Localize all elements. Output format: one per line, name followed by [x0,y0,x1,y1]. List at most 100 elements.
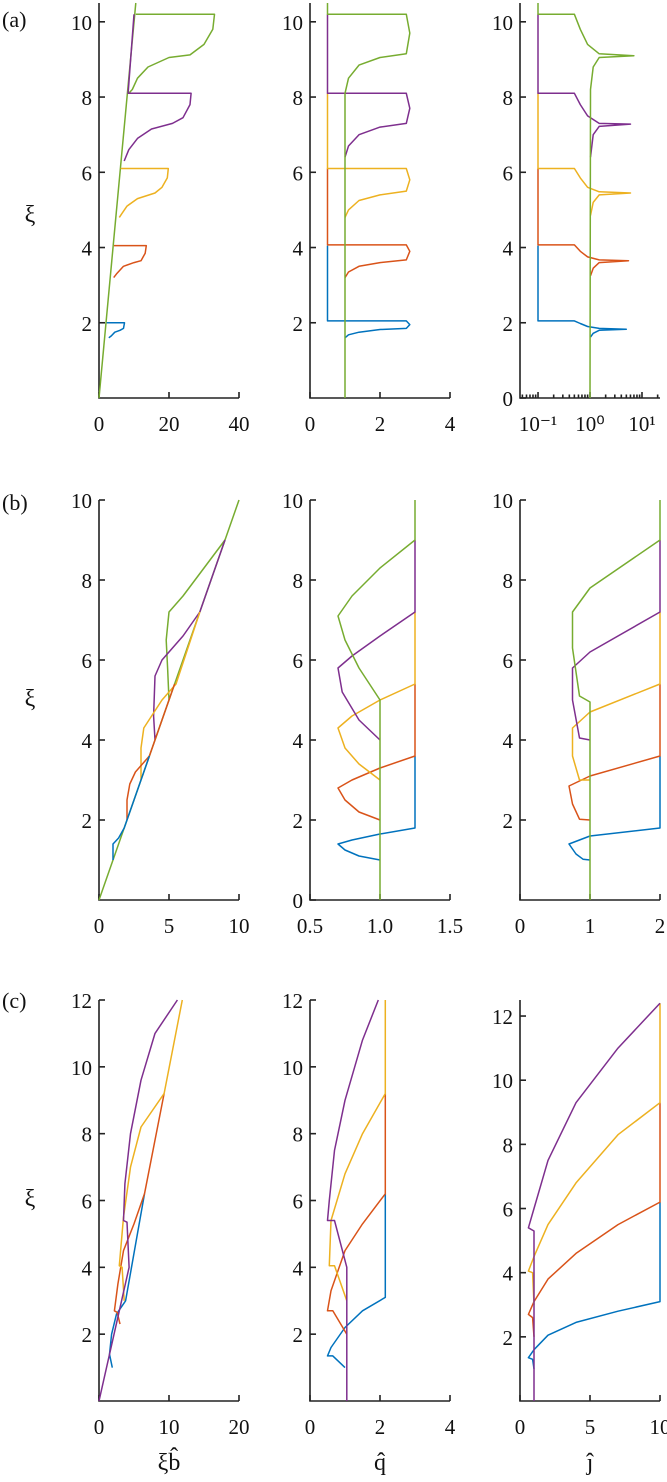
x-axis-label-j: ĵ [586,1450,595,1476]
x-tick-label: 10 [650,1415,667,1439]
y-tick-label: 6 [503,649,514,673]
y-tick-label: 2 [82,312,93,336]
y-tick-label: 10 [71,1056,92,1080]
y-axis-label-b: ξ [25,686,36,712]
y-tick-label: 10 [71,11,92,35]
y-tick-label: 2 [82,809,93,833]
series-line-orange [568,684,661,821]
series-line-purple [123,14,192,162]
y-tick-label: 4 [82,1256,93,1280]
y-tick-label: 6 [293,649,304,673]
axis-lines [98,3,239,399]
y-tick-label: 6 [503,161,514,185]
series-line-green [337,500,416,900]
panel-b-2: 0.5 1.0 1.5 0 2 4 6 8 10 [282,489,463,938]
series-line-purple [527,1002,661,1401]
y-tick-label: 2 [503,809,514,833]
y-tick-label: 10 [71,489,92,513]
x-axis-label-q: q̂ [374,1450,386,1476]
x-tick-label: 4 [445,1415,456,1439]
axis-lines [519,1000,660,1402]
x-axis-label-xi-b: ξb̂ [158,1447,181,1476]
panel-c-1: 0 10 20 2 4 6 8 10 12 [71,989,250,1439]
panel-a-1: 0 20 40 2 4 6 8 10 [71,2,250,436]
axis-lines [98,1000,239,1402]
x-tick-label: 0 [305,1415,316,1439]
x-tick-label: 10⁰ [575,412,604,436]
x-tick-label: 0 [94,1415,105,1439]
panel-label-c: (c) [2,988,26,1013]
series-line-blue [112,755,151,860]
series-line-blue [106,322,126,339]
y-tick-label: 8 [293,569,304,593]
y-tick-label: 6 [82,1190,93,1214]
y-tick-label: 12 [282,989,303,1013]
y-tick-label: 12 [71,989,92,1013]
series-line-green [128,13,216,94]
series-line-green [165,539,226,701]
series-line-blue [337,756,416,861]
y-tick-label: 0 [293,889,304,913]
series-line-blue [326,1193,387,1369]
series-line-yellow [140,611,201,780]
y-tick-label: 6 [82,161,93,185]
x-tick-label: 10 [229,914,250,938]
x-tick-label: 0 [305,412,316,436]
x-tick-label: 0 [94,412,105,436]
y-tick-label: 10 [282,1056,303,1080]
y-tick-label: 2 [503,1326,514,1350]
y-tick-label: 8 [293,86,304,110]
panel-a-2: 0 2 4 2 4 6 8 10 [282,3,456,436]
y-tick-label: 0 [503,387,514,411]
x-tick-label: 0 [515,1415,526,1439]
panel-label-a: (a) [2,7,26,32]
x-tick-label: 10 [159,1415,180,1439]
y-tick-label: 8 [82,1123,93,1147]
series-line-orange [326,168,411,278]
y-tick-label: 6 [82,649,93,673]
x-tick-label: 0 [515,914,526,938]
series-line-green [571,500,661,900]
series-line-orange [337,684,416,821]
x-tick-label: 10⁻¹ [519,412,557,436]
y-tick-label: 4 [82,729,93,753]
y-tick-label: 8 [503,1133,514,1157]
y-tick-label: 8 [503,86,514,110]
y-tick-label: 10 [282,11,303,35]
series-line-orange [527,1102,661,1337]
y-tick-label: 4 [503,729,514,753]
x-tick-label: 5 [164,914,175,938]
series-line-yellow [326,93,411,218]
series-line-yellow [527,1003,661,1305]
series-line-purple [571,540,661,741]
panel-b-3: 0 1 2 2 4 6 8 10 [492,489,665,938]
y-tick-label: 12 [492,1005,513,1029]
series-line-orange [537,168,630,276]
y-tick-label: 4 [503,1262,514,1286]
y-tick-label: 8 [293,1123,304,1147]
y-tick-label: 10 [492,11,513,35]
series-line-orange [326,1093,387,1335]
y-tick-label: 2 [82,1323,93,1347]
x-tick-label: 1.0 [367,914,393,938]
axis-lines [309,3,450,399]
y-axis-label-a: ξ [25,202,36,228]
y-tick-label: 6 [293,161,304,185]
series-line-purple [326,14,411,158]
x-tick-label: 2 [375,412,386,436]
series-line-purple [337,540,416,741]
panel-a-3: 10⁻¹ 10⁰ 10¹ 0 2 4 6 8 10 [492,3,660,436]
x-tick-label: 5 [585,1415,596,1439]
y-tick-label: 4 [293,237,304,261]
series-line-blue [108,1193,146,1368]
panel-c-2: 0 2 4 2 4 6 8 10 12 [282,989,456,1439]
x-tick-label: 2 [375,1415,386,1439]
panel-b-1: 0 5 10 2 4 6 8 10 [71,489,250,938]
series-line-yellow [571,612,661,781]
panel-c-3: 0 5 10 2 4 6 8 10 12 [492,1000,667,1439]
y-tick-label: 8 [503,569,514,593]
y-tick-label: 8 [82,86,93,110]
series-line-yellow [337,612,416,781]
panel-label-b: (b) [2,490,28,515]
